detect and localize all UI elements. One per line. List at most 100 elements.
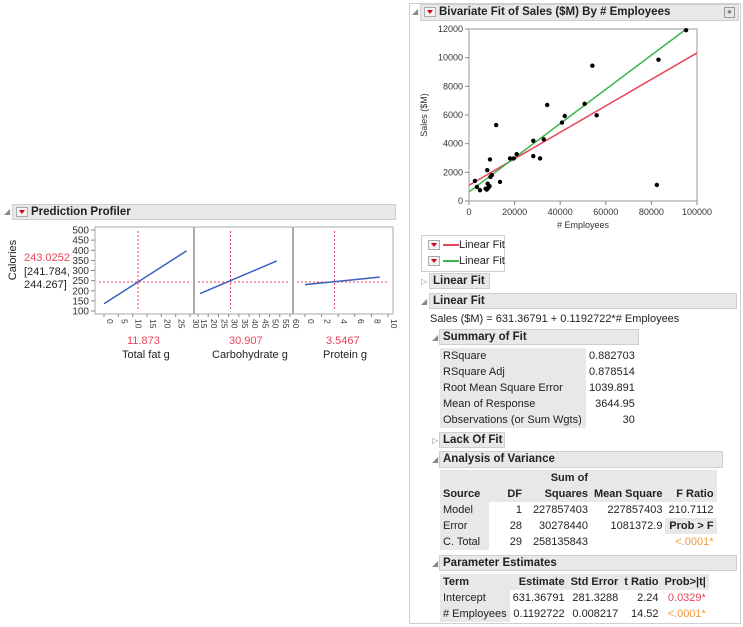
factor-label-0: Total fat g	[122, 349, 170, 361]
x-axis-label: # Employees	[557, 220, 610, 230]
legend-item-green[interactable]: Linear Fit	[428, 255, 505, 267]
linear-fit-collapsed[interactable]: Linear Fit	[429, 273, 490, 289]
data-point[interactable]	[485, 167, 490, 173]
y-tick-label: 100	[72, 307, 89, 318]
data-point[interactable]	[541, 137, 546, 142]
collapse-triangle-icon[interactable]: ◢	[432, 559, 439, 568]
expand-triangle-icon[interactable]: ▷	[432, 436, 439, 445]
profiler-title: Prediction Profiler	[31, 206, 131, 218]
summary-value: 30	[622, 414, 635, 426]
x-tick-label: 0	[306, 319, 316, 324]
data-point[interactable]	[497, 179, 503, 185]
plot-frame	[468, 28, 698, 202]
summary-of-fit-header[interactable]: Summary of Fit	[439, 329, 639, 345]
col-header: Sum of	[550, 472, 588, 484]
fit-line-green[interactable]	[468, 28, 687, 193]
data-point[interactable]	[559, 120, 565, 125]
red-triangle-menu-icon[interactable]	[428, 240, 440, 251]
col-header: F Ratio	[676, 488, 714, 500]
anova-cell: 1	[515, 504, 522, 516]
collapse-triangle-icon[interactable]: ◢	[412, 7, 419, 16]
col-header: Term	[443, 576, 470, 588]
col-header: Mean Square	[594, 488, 663, 500]
y-tick-label: 350	[72, 256, 89, 267]
data-point[interactable]	[683, 27, 689, 33]
profiler-header: Prediction Profiler	[12, 204, 396, 220]
data-point[interactable]	[514, 151, 519, 157]
data-point[interactable]	[511, 156, 516, 161]
data-point[interactable]	[545, 102, 550, 108]
collapse-triangle-icon[interactable]: ◢	[432, 455, 439, 464]
anova-cell: 29	[509, 536, 522, 548]
x-tick-label: 10	[389, 319, 399, 329]
data-point[interactable]	[474, 184, 480, 190]
y-tick-label: 200	[72, 286, 89, 297]
col-header: Squares	[544, 488, 588, 500]
data-point[interactable]	[582, 101, 587, 107]
anova-header[interactable]: Analysis of Variance	[439, 451, 723, 468]
factor-current-1[interactable]: 30.907	[229, 335, 263, 347]
x-tick-label: 0	[105, 319, 115, 324]
x-tick-label: 15	[148, 319, 158, 329]
lack-of-fit-header[interactable]: Lack Of Fit	[439, 432, 505, 448]
anova-cell: <.0001*	[675, 536, 714, 548]
y-axis-label: Sales ($M)	[419, 93, 429, 137]
anova-cell: 227857403	[607, 504, 663, 516]
factor-current-2[interactable]: 3.5467	[326, 335, 360, 347]
collapse-triangle-icon[interactable]: ◢	[421, 297, 428, 306]
data-point[interactable]	[477, 188, 483, 193]
parameter-estimates-header[interactable]: Parameter Estimates	[439, 555, 737, 571]
expand-triangle-icon[interactable]: ▷	[421, 277, 428, 286]
red-triangle-menu-icon[interactable]	[16, 206, 28, 217]
data-point[interactable]	[594, 113, 599, 118]
scatter-plot[interactable]: 0 2000 4000 6000 8000 10000 12000 0 20000 40000 60…	[409, 20, 739, 235]
anova-cell: Model	[440, 502, 489, 518]
x-tick-label: 20	[162, 319, 172, 329]
data-point[interactable]	[656, 57, 661, 62]
data-point[interactable]	[531, 138, 536, 143]
green-line-swatch	[443, 260, 459, 263]
summary-label: Observations (or Sum Wgts)	[440, 412, 586, 428]
collapse-triangle-icon[interactable]: ◢	[4, 207, 11, 216]
x-tick-label: 4	[339, 319, 349, 324]
data-point[interactable]	[654, 182, 660, 188]
parameter-table: Term Estimate Std Error t Ratio Prob>|t| Int…	[440, 574, 709, 622]
col-header: Source	[443, 488, 481, 500]
summary-table: RSquare 0.882703 RSquare Adj 0.878514 Root M…	[440, 348, 638, 428]
legend-item-red[interactable]: Linear Fit	[428, 239, 505, 251]
red-triangle-menu-icon[interactable]	[428, 256, 440, 267]
predicted-value[interactable]: 243.0252	[24, 252, 70, 264]
x-tick-label: 60	[291, 319, 301, 329]
prediction-trace	[103, 250, 187, 305]
anova-row: Model 1 227857403 227857403 210.7112	[440, 502, 717, 518]
anova-row: C. Total 29 258135843 <.0001*	[440, 534, 717, 550]
linear-fit-header[interactable]: Linear Fit	[429, 293, 737, 309]
data-point[interactable]	[489, 173, 494, 178]
param-cell: 2.24	[637, 592, 659, 604]
data-point[interactable]	[487, 184, 492, 189]
col-header: Estimate	[518, 576, 565, 588]
ci-high: 244.267]	[24, 279, 67, 291]
summary-row: Observations (or Sum Wgts) 30	[440, 412, 638, 428]
data-point[interactable]	[590, 63, 595, 68]
data-point[interactable]	[537, 156, 543, 161]
data-point[interactable]	[493, 122, 499, 128]
bivariate-header: Bivariate Fit of Sales ($M) By # Employe…	[420, 4, 739, 21]
summary-label: RSquare Adj	[440, 364, 586, 380]
data-point[interactable]	[507, 156, 513, 161]
data-point[interactable]	[472, 178, 478, 184]
x-tick-label: 40000	[548, 207, 573, 217]
pin-icon[interactable]: ★	[724, 7, 735, 18]
collapse-triangle-icon[interactable]: ◢	[432, 333, 439, 342]
anova-cell: Prob > F	[665, 518, 717, 534]
data-point[interactable]	[562, 113, 567, 119]
red-triangle-menu-icon[interactable]	[424, 6, 436, 17]
data-point[interactable]	[487, 157, 493, 162]
param-cell: 0.0329*	[667, 592, 706, 604]
factor-current-0[interactable]: 11.873	[127, 335, 160, 347]
bivariate-panel	[409, 3, 741, 624]
x-tick-label: 55	[281, 319, 291, 329]
summary-label: Root Mean Square Error	[440, 380, 586, 396]
data-point[interactable]	[531, 153, 536, 159]
